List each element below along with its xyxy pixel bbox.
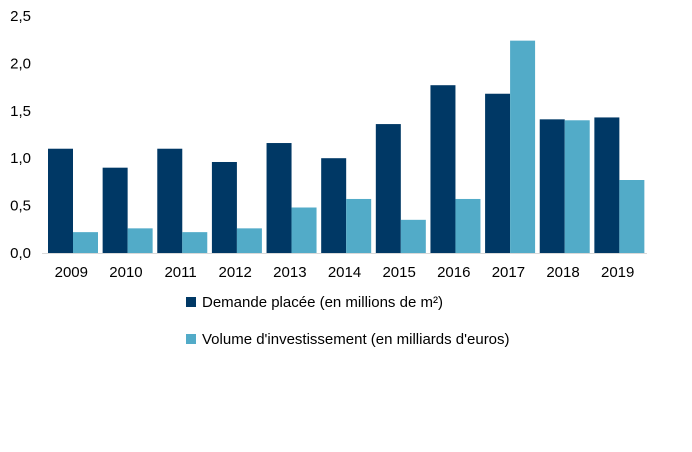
bar-volume-2012 bbox=[236, 228, 262, 253]
x-tick-label-2009: 2009 bbox=[55, 264, 88, 281]
x-tick-label-2016: 2016 bbox=[437, 264, 470, 281]
bar-volume-2009 bbox=[73, 232, 98, 253]
bar-volume-2016 bbox=[455, 198, 481, 253]
bar-demande-2013 bbox=[266, 143, 292, 253]
y-tick-label: 1,5 bbox=[10, 103, 31, 120]
x-tick-label-2019: 2019 bbox=[601, 264, 634, 281]
legend-label-volume: Volume d'investissement (en milliards d'… bbox=[202, 330, 510, 348]
bar-demande-2010 bbox=[102, 167, 128, 253]
bar-volume-2018 bbox=[564, 120, 590, 253]
x-axis-ticks: 2009 2010 2011 2012 2013 2014 2015 2016 2017 2018… bbox=[55, 264, 635, 281]
bar-demande-2017 bbox=[485, 93, 511, 254]
bar-volume-2014 bbox=[346, 198, 372, 253]
legend: Demande placée (en millions de m²) Volum… bbox=[186, 292, 510, 366]
bar-volume-2013 bbox=[291, 207, 317, 253]
x-tick-label-2017: 2017 bbox=[492, 264, 525, 281]
y-tick-label: 2,5 bbox=[10, 8, 31, 25]
y-tick-label: 0,0 bbox=[10, 245, 31, 262]
bar-volume-2010 bbox=[127, 228, 153, 253]
x-tick-label-2013: 2013 bbox=[273, 264, 306, 281]
bar-demande-2015 bbox=[375, 124, 401, 254]
bar-volume-2015 bbox=[400, 219, 426, 253]
legend-swatch-volume bbox=[186, 334, 196, 344]
y-tick-label: 1,0 bbox=[10, 150, 31, 167]
x-tick-label-2011: 2011 bbox=[164, 264, 196, 281]
x-tick-label-2014: 2014 bbox=[328, 264, 361, 281]
bar-demande-2012 bbox=[211, 161, 237, 253]
bars bbox=[48, 40, 645, 254]
bar-volume-2019 bbox=[619, 180, 645, 253]
bar-demande-2011 bbox=[157, 148, 183, 253]
x-tick-label-2018: 2018 bbox=[546, 264, 579, 281]
legend-item-demande: Demande placée (en millions de m²) bbox=[186, 292, 510, 312]
bar-demande-2019 bbox=[594, 117, 620, 253]
bar-demande-2014 bbox=[321, 158, 347, 253]
bar-volume-2017 bbox=[510, 40, 536, 254]
y-tick-label: 0,5 bbox=[10, 198, 31, 215]
y-axis-ticks: 0,0 0,5 1,0 1,5 2,0 2,5 bbox=[10, 8, 31, 262]
x-tick-label-2015: 2015 bbox=[382, 264, 415, 281]
legend-label-demande: Demande placée (en millions de m²) bbox=[202, 293, 443, 311]
y-tick-label: 2,0 bbox=[10, 55, 31, 72]
legend-item-volume: Volume d'investissement (en milliards d'… bbox=[186, 329, 510, 349]
bar-volume-2011 bbox=[182, 232, 208, 253]
legend-swatch-demande bbox=[186, 297, 196, 307]
bar-demande-2018 bbox=[539, 119, 565, 253]
bar-demande-2016 bbox=[430, 85, 456, 253]
bar-chart: 0,00,51,01,52,02,5 2009 2010 2011 2012 2013 2… bbox=[10, 8, 647, 281]
bar-demande-2009 bbox=[48, 148, 73, 253]
x-tick-label-2012: 2012 bbox=[219, 264, 252, 281]
x-tick-label-2010: 2010 bbox=[109, 264, 142, 281]
